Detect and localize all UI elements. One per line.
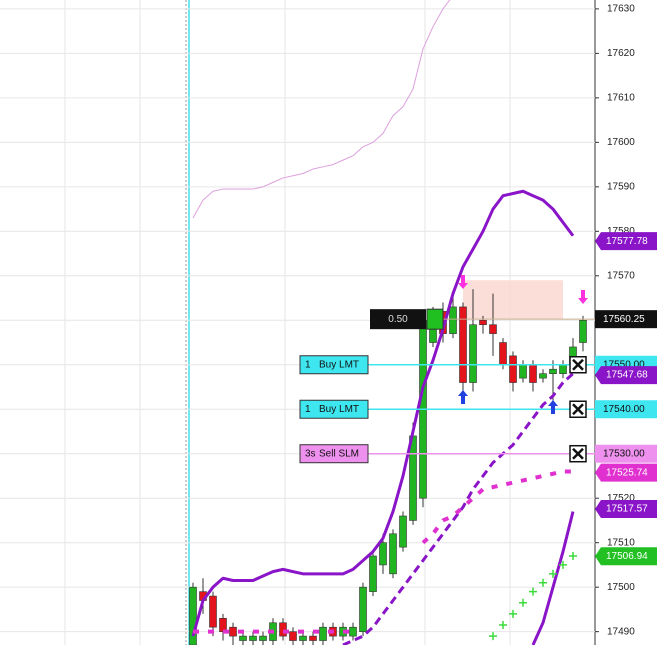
price-tag-bg — [595, 366, 657, 385]
sell-arrow — [458, 275, 468, 289]
candle-body — [239, 635, 247, 641]
cross-marker — [549, 569, 557, 578]
cross-marker — [529, 587, 537, 596]
candle-body — [219, 618, 227, 632]
price-tag: 17530.00 — [603, 448, 645, 459]
y-tick-label: 17600 — [607, 137, 635, 148]
cancel-x — [572, 403, 584, 416]
target-zone — [463, 280, 563, 320]
candle-body — [469, 324, 477, 383]
y-tick-label: 17490 — [607, 626, 635, 637]
candle-body — [359, 586, 367, 632]
y-tick-label: 17500 — [607, 582, 635, 593]
indicator-line — [342, 372, 574, 645]
y-tick-label: 17510 — [607, 537, 635, 548]
price-tag-bg — [595, 310, 657, 329]
price-tag-bg — [595, 547, 657, 566]
order-qty: 1 — [305, 404, 311, 415]
y-tick-label: 17610 — [607, 93, 635, 104]
candle-body — [559, 364, 567, 374]
candle-body — [509, 355, 517, 383]
candle-body — [519, 364, 527, 379]
price-tag-bg — [595, 400, 657, 419]
price-tag: 17525.74 — [606, 467, 648, 478]
indicator-line — [192, 0, 451, 219]
buy-arrow — [458, 390, 468, 404]
candle-body — [189, 586, 197, 645]
candle-body — [529, 364, 537, 383]
y-tick-label: 17620 — [607, 48, 635, 59]
candle-body — [549, 368, 557, 374]
order-qty: 3s — [305, 448, 316, 459]
cross-marker — [489, 632, 497, 641]
order-box[interactable] — [299, 355, 369, 375]
price-tag-bg — [595, 232, 657, 251]
candle-body — [379, 542, 387, 566]
candle-body — [249, 635, 257, 641]
price-tag-bg — [595, 463, 657, 482]
candle-body — [209, 595, 217, 628]
candle-body — [259, 635, 267, 641]
candle-body — [389, 533, 397, 575]
cross-marker — [539, 578, 547, 587]
candle-body — [279, 622, 287, 637]
cross-marker — [519, 598, 527, 607]
candle-body — [319, 626, 327, 641]
vertical-grid — [64, 0, 511, 645]
cross-marker — [499, 620, 507, 629]
buy-arrow — [548, 400, 558, 414]
candle-body — [499, 342, 507, 366]
indicator-line — [531, 511, 575, 645]
cancel-x — [572, 447, 584, 460]
order-side: Buy LMT — [319, 359, 359, 370]
candle-body — [539, 373, 547, 379]
y-tick-label: 17570 — [607, 270, 635, 281]
price-tag-bg — [595, 500, 657, 519]
sell-arrow — [578, 290, 588, 304]
candle-body — [479, 319, 487, 326]
price-tag: 17517.57 — [606, 504, 648, 515]
order-box[interactable] — [299, 444, 369, 464]
order-side: Sell SLM — [319, 448, 359, 459]
y-tick-label: 17520 — [607, 493, 635, 504]
candle-body — [579, 319, 587, 343]
price-tag: 17547.68 — [606, 370, 648, 381]
price-tag: 17540.00 — [603, 404, 645, 415]
price-tag-bg — [595, 444, 657, 463]
candle-body — [349, 626, 357, 637]
candle-body — [449, 306, 457, 334]
candle-body — [489, 324, 497, 334]
y-tick-label: 17630 — [607, 4, 635, 15]
position-qty: 0.50 — [388, 314, 408, 325]
order-box[interactable] — [299, 399, 369, 419]
cancel-x — [572, 358, 584, 371]
price-tag: 17550.00 — [603, 359, 645, 370]
candle-body — [399, 515, 407, 548]
price-tag: 17560.25 — [603, 314, 645, 325]
position-box — [370, 309, 426, 330]
candle-body — [229, 626, 237, 637]
y-tick-label: 17580 — [607, 226, 635, 237]
candle-body — [289, 631, 297, 641]
candle-body — [309, 635, 317, 641]
cross-marker — [559, 560, 567, 569]
order-side: Buy LMT — [319, 404, 359, 415]
candle-body — [459, 306, 467, 383]
icons — [458, 275, 588, 414]
candle-body — [299, 635, 307, 641]
indicator-line — [191, 189, 575, 637]
candle-body — [369, 555, 377, 592]
order-qty: 1 — [305, 359, 311, 370]
price-tag: 17506.94 — [606, 551, 648, 562]
position-close[interactable] — [426, 308, 444, 330]
cross-marker — [509, 609, 517, 618]
y-tick-label: 17590 — [607, 181, 635, 192]
overlay-layer: 0.50 17560.25 1 Buy LMT 17550.00 1 Buy LMT 1754… — [299, 232, 657, 566]
indicator-line — [421, 469, 573, 545]
price-tag: 17577.78 — [606, 236, 648, 247]
cross-marker — [569, 552, 577, 561]
